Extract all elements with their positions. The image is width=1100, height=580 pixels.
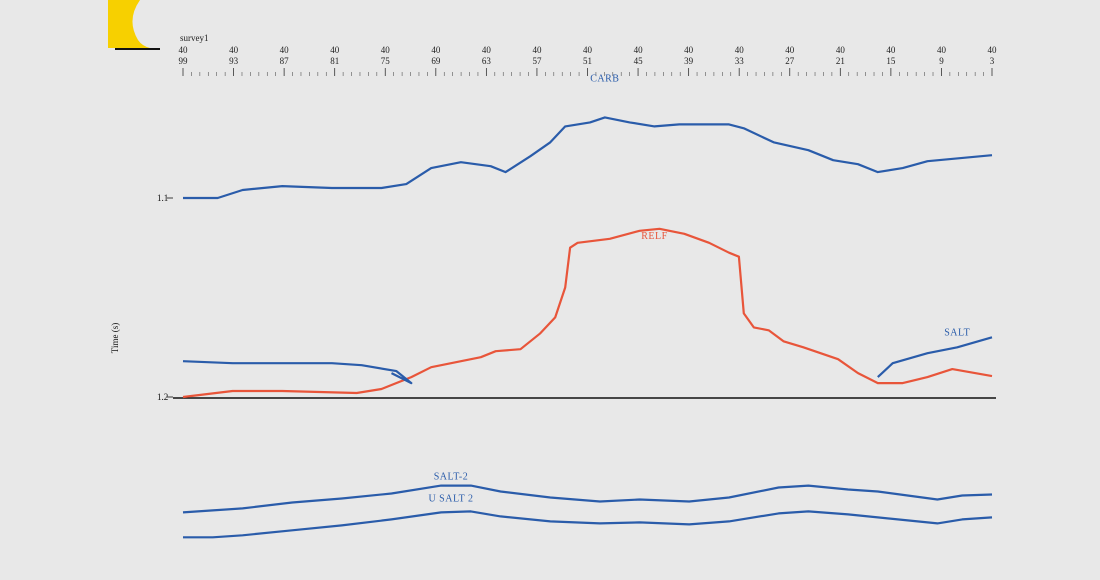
top-tick-label-lower: 69 bbox=[431, 56, 441, 66]
top-tick-label-upper: 40 bbox=[431, 45, 441, 55]
series-line-relf bbox=[182, 227, 993, 399]
top-tick-label-lower: 57 bbox=[532, 56, 542, 66]
top-tick-label-lower: 99 bbox=[179, 56, 189, 66]
series-line-salt bbox=[182, 360, 413, 385]
top-tick-label-lower: 9 bbox=[939, 56, 944, 66]
y-tick-label: 1.1 bbox=[157, 193, 168, 203]
top-tick-label-upper: 40 bbox=[532, 45, 542, 55]
top-tick-label-upper: 40 bbox=[634, 45, 644, 55]
top-tick-label-upper: 40 bbox=[482, 45, 492, 55]
series-line-carb bbox=[183, 116, 993, 200]
series-line-u-salt-2 bbox=[183, 510, 993, 539]
top-tick-label-lower: 33 bbox=[735, 56, 745, 66]
top-tick-label-lower: 63 bbox=[482, 56, 492, 66]
top-tick-label-lower: 81 bbox=[330, 56, 339, 66]
top-tick-label-upper: 40 bbox=[229, 45, 239, 55]
top-tick-label-lower: 15 bbox=[886, 56, 896, 66]
series-line-salt-2 bbox=[182, 484, 993, 514]
series-label-salt: SALT bbox=[944, 327, 970, 338]
top-tick-label-lower: 3 bbox=[990, 56, 995, 66]
series-label-carb: CARB bbox=[590, 74, 619, 85]
top-tick-label-lower: 93 bbox=[229, 56, 239, 66]
top-tick-label-upper: 40 bbox=[330, 45, 340, 55]
survey-label: survey1 bbox=[180, 33, 209, 43]
top-tick-label-lower: 21 bbox=[836, 56, 845, 66]
top-tick-label-lower: 87 bbox=[280, 56, 290, 66]
y-axis-label: Time (s) bbox=[110, 323, 120, 353]
top-tick-label-upper: 40 bbox=[937, 45, 947, 55]
top-tick-label-lower: 45 bbox=[634, 56, 644, 66]
top-tick-label-upper: 40 bbox=[179, 45, 189, 55]
series-layer: CARB RELF SALT SALT-2 U SALT 2 bbox=[182, 74, 993, 539]
y-axis: 1.1 1.2 Time (s) bbox=[110, 193, 173, 402]
top-tick-label-upper: 40 bbox=[381, 45, 391, 55]
top-axis: 4099409340874081407540694063405740514045… bbox=[179, 45, 998, 76]
series-label-relf: RELF bbox=[641, 231, 667, 242]
top-tick-label-upper: 40 bbox=[583, 45, 593, 55]
top-tick-label-upper: 40 bbox=[988, 45, 998, 55]
top-tick-label-lower: 75 bbox=[381, 56, 391, 66]
series-label-u-salt-2: U SALT 2 bbox=[428, 493, 473, 504]
top-tick-label-lower: 51 bbox=[583, 56, 592, 66]
y-tick-label: 1.2 bbox=[157, 392, 168, 402]
top-tick-label-upper: 40 bbox=[280, 45, 290, 55]
top-tick-label-upper: 40 bbox=[886, 45, 896, 55]
series-line-salt-tail bbox=[877, 336, 993, 378]
top-tick-label-upper: 40 bbox=[684, 45, 694, 55]
header-underline bbox=[115, 48, 160, 50]
top-tick-label-lower: 27 bbox=[785, 56, 795, 66]
top-tick-label-upper: 40 bbox=[836, 45, 846, 55]
top-tick-label-lower: 39 bbox=[684, 56, 694, 66]
top-tick-label-upper: 40 bbox=[785, 45, 795, 55]
series-label-salt-2: SALT-2 bbox=[434, 472, 469, 483]
yellow-marker-icon bbox=[108, 0, 150, 48]
top-tick-label-upper: 40 bbox=[735, 45, 745, 55]
